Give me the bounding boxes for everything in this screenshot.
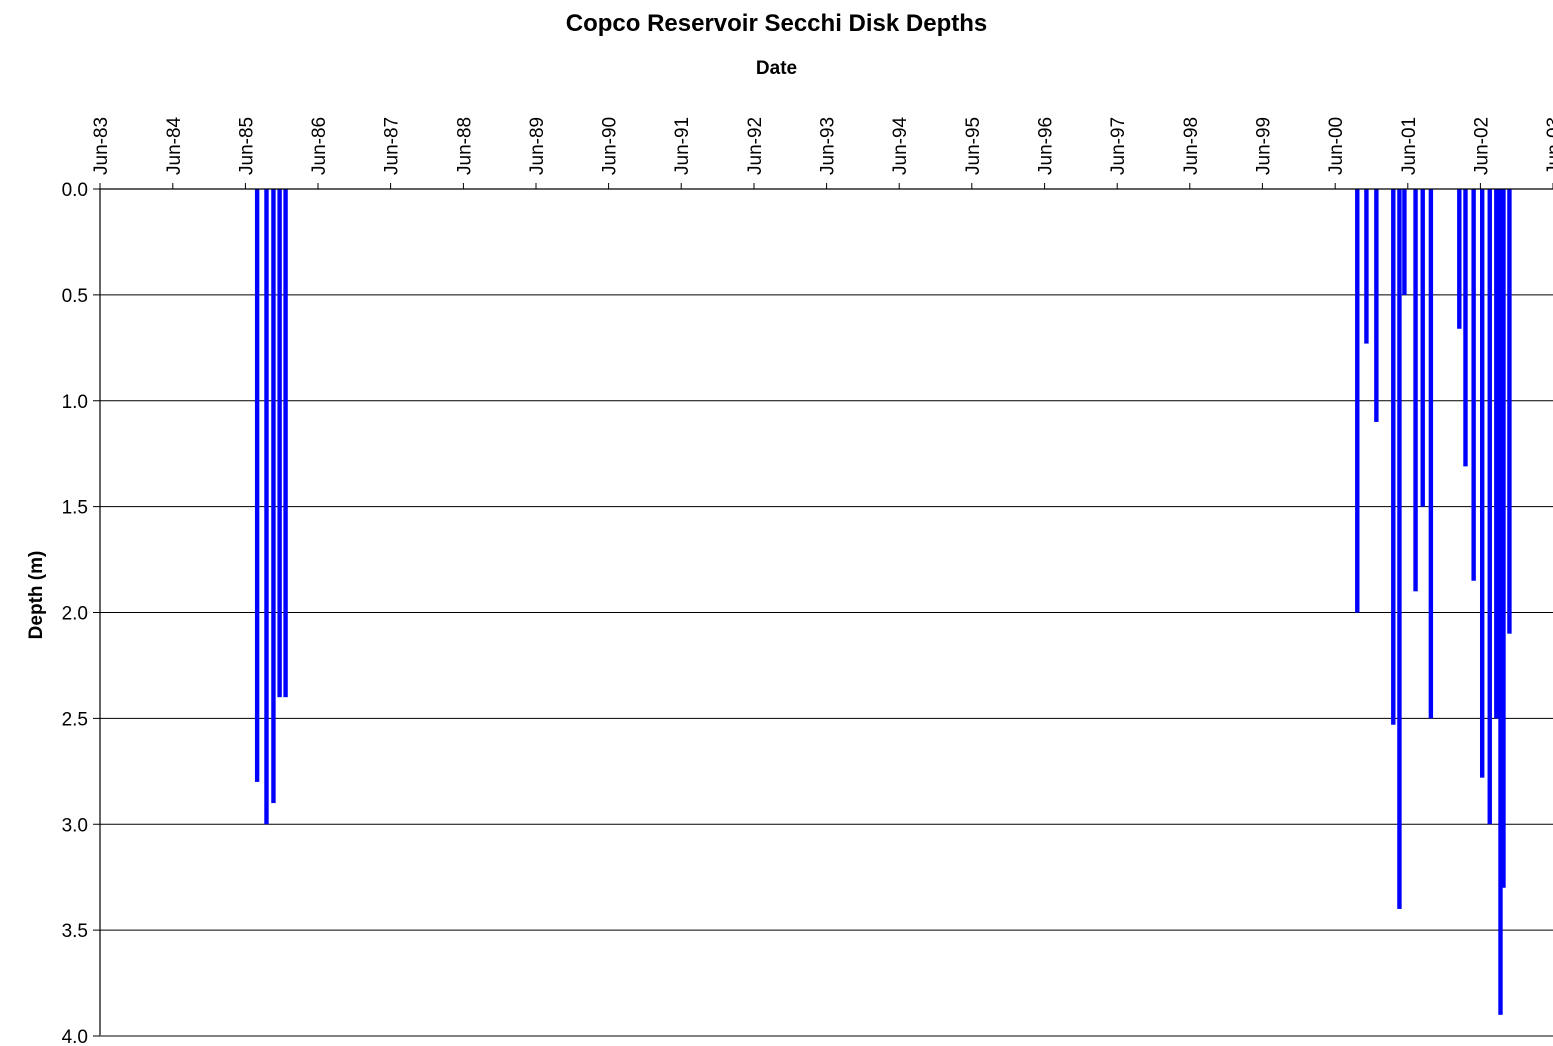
x-tick-label: Jun-91	[672, 117, 693, 175]
x-tick-label: Jun-89	[527, 117, 548, 175]
bar	[1498, 189, 1503, 1015]
x-tick-label: Jun-00	[1326, 117, 1347, 175]
y-tick-label: 1.5	[62, 498, 88, 519]
x-tick-label: Jun-02	[1471, 117, 1492, 175]
x-tick-label: Jun-97	[1108, 117, 1129, 175]
y-tick-labels: 0.0 0.5 1.0 1.5 2.0 2.5 3.0 3.5 4.0	[62, 180, 88, 1046]
bar	[254, 189, 260, 782]
bar	[1463, 189, 1468, 467]
bar	[1374, 189, 1379, 422]
x-tick-label: Jun-83	[91, 117, 112, 175]
bar	[1471, 189, 1476, 581]
bar	[1487, 189, 1492, 825]
x-tick-label: Jun-90	[600, 117, 621, 175]
x-axis-title: Date	[755, 58, 798, 79]
y-tick-label: 2.0	[62, 604, 88, 625]
x-tick-label: Jun-98	[1181, 117, 1202, 175]
axes	[99, 183, 1553, 1037]
x-tick-label: Jun-03	[1544, 117, 1553, 175]
bar	[283, 189, 288, 698]
x-tick-label: Jun-87	[382, 117, 403, 175]
y-tick-label: 1.0	[62, 392, 88, 413]
y-tick-label: 4.0	[62, 1027, 88, 1046]
y-tick-label: 3.5	[62, 921, 88, 942]
chart-title: Copco Reservoir Secchi Disk Depths	[565, 10, 988, 37]
bar	[1364, 189, 1369, 344]
x-tick-label: Jun-88	[454, 117, 475, 175]
x-tick-label: Jun-86	[309, 117, 330, 175]
x-tick-label: Jun-84	[164, 116, 185, 175]
bar	[1428, 189, 1434, 719]
x-tick-label: Jun-94	[890, 116, 911, 175]
y-tick-label: 0.5	[62, 286, 88, 307]
bar	[1420, 189, 1425, 507]
bar	[1494, 189, 1499, 719]
bar	[1397, 189, 1402, 909]
bar	[1507, 189, 1512, 634]
bar	[1355, 189, 1360, 613]
y-tick-label: 0.0	[62, 180, 88, 201]
x-tick-label: Jun-99	[1253, 117, 1274, 175]
bar	[271, 189, 276, 804]
bar	[1391, 189, 1396, 725]
x-tick-label: Jun-93	[818, 117, 839, 175]
bar	[277, 189, 282, 698]
y-tick-label: 2.5	[62, 709, 88, 730]
x-tick-label: Jun-96	[1036, 117, 1057, 175]
x-tick-label: Jun-95	[963, 117, 984, 175]
bar	[1402, 189, 1407, 295]
bar	[264, 189, 269, 825]
bar	[1479, 189, 1485, 778]
x-tick-label: Jun-92	[745, 117, 766, 175]
bar	[1457, 189, 1462, 329]
x-tick-label: Jun-01	[1399, 117, 1420, 175]
x-tick-labels: Jun-83 Jun-84 Jun-85 Jun-86 Jun-87 Jun-88 Jun-…	[91, 116, 1553, 175]
y-tick-label: 3.0	[62, 815, 88, 836]
gridlines	[93, 188, 1553, 1037]
x-tick-label: Jun-85	[236, 117, 257, 175]
bar	[1501, 189, 1506, 888]
bar-series	[254, 189, 1512, 1015]
bar	[1413, 189, 1418, 592]
